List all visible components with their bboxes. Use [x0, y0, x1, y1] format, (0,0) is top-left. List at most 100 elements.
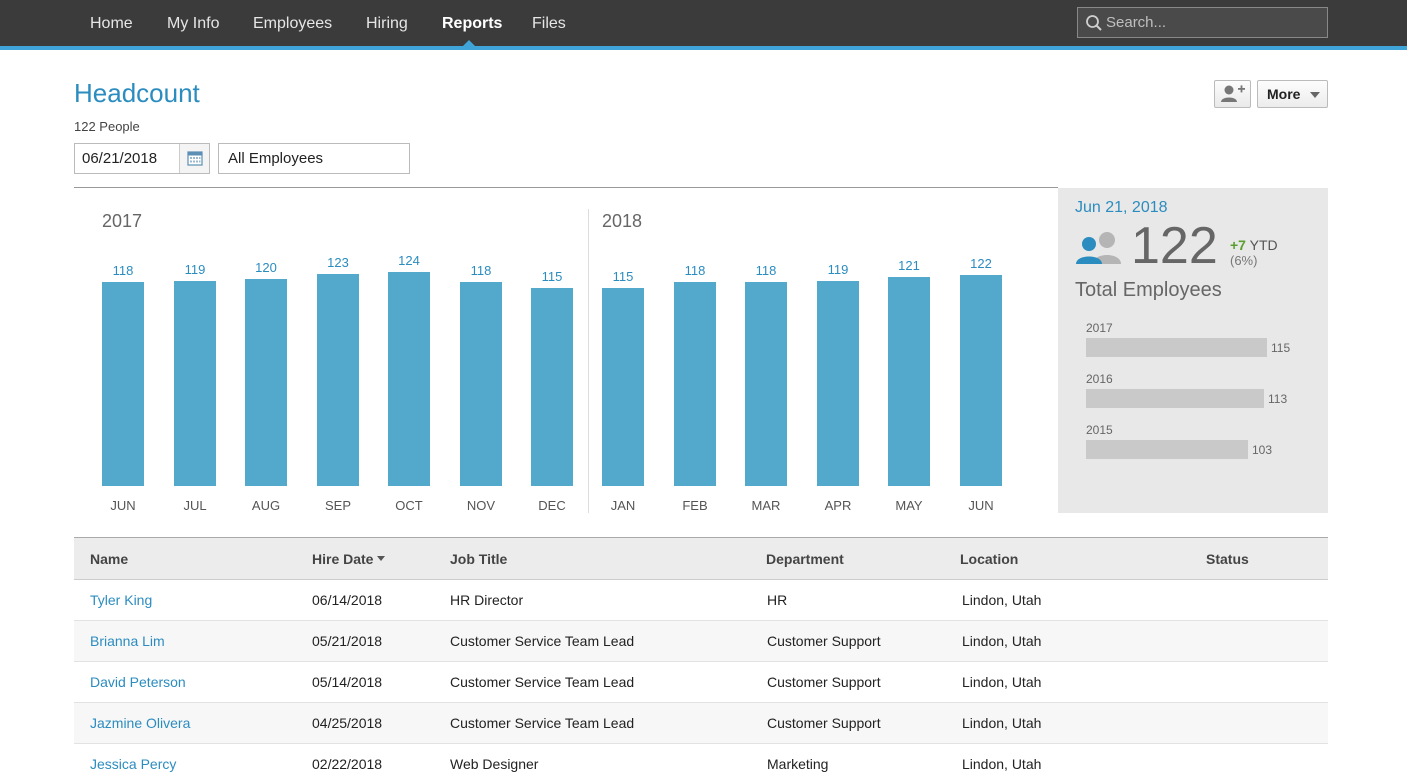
nav-files[interactable]: Files	[532, 15, 566, 32]
sort-desc-icon	[377, 556, 386, 561]
history-year-label: 2015	[1086, 423, 1113, 437]
history-bar-value: 115	[1271, 341, 1291, 355]
cell-department: Marketing	[767, 756, 829, 772]
bar-2017-jun[interactable]	[102, 282, 144, 486]
nav-accent-stripe	[0, 46, 1407, 50]
cell-hire-date: 04/25/2018	[312, 715, 383, 731]
bar-2017-aug[interactable]	[245, 279, 287, 486]
total-employees-label: Total Employees	[1075, 279, 1222, 301]
summary-panel: Jun 21, 2018 122 +7 YTD (6%) Total Emplo…	[1058, 188, 1328, 513]
search-icon	[1086, 15, 1102, 31]
col-department[interactable]: Department	[766, 551, 844, 567]
bar-value-label: 115	[541, 269, 563, 284]
month-tick-label: AUG	[251, 498, 281, 513]
summary-date: Jun 21, 2018	[1075, 199, 1168, 216]
bar-2018-feb[interactable]	[674, 282, 716, 486]
cell-job-title: Customer Service Team Lead	[450, 674, 635, 690]
bar-value-label: 119	[827, 262, 849, 277]
bar-value-label: 123	[327, 255, 349, 270]
add-employee-button[interactable]	[1214, 80, 1251, 108]
bar-value-label: 121	[898, 258, 920, 273]
ytd-change: +7 YTD	[1230, 237, 1278, 253]
month-tick-label: MAY	[895, 498, 923, 513]
cell-department: Customer Support	[767, 633, 881, 649]
calendar-button[interactable]	[179, 144, 209, 173]
history-bar-2017	[1086, 338, 1267, 357]
cell-name[interactable]: Jazmine Olivera	[90, 715, 191, 731]
month-tick-label: JUN	[110, 498, 136, 513]
table-row[interactable]: Tyler King 06/14/2018 HR Director HR Lindon,…	[74, 580, 1328, 621]
bar-value-label: 115	[612, 269, 634, 284]
cell-hire-date: 06/14/2018	[312, 592, 383, 608]
date-picker	[74, 143, 210, 174]
bar-2018-jan[interactable]	[602, 288, 644, 486]
bar-2017-oct[interactable]	[388, 272, 430, 486]
bar-2018-mar[interactable]	[745, 282, 787, 486]
cell-job-title: HR Director	[450, 592, 524, 608]
month-tick-label: NOV	[466, 498, 496, 513]
cell-hire-date: 05/14/2018	[312, 674, 383, 690]
nav-home[interactable]: Home	[90, 15, 133, 32]
bar-2017-nov[interactable]	[460, 282, 502, 486]
employee-filter-select[interactable]: All Employees	[218, 143, 410, 174]
more-button-label: More	[1267, 86, 1301, 102]
table-row[interactable]: David Peterson 05/14/2018 Customer Service…	[74, 662, 1328, 703]
top-nav: Home My Info Employees Hiring Reports Fi…	[0, 0, 1407, 46]
ytd-label: YTD	[1249, 237, 1278, 253]
table-row[interactable]: Jessica Percy 02/22/2018 Web Designer Marke…	[74, 744, 1328, 784]
add-person-icon	[1221, 85, 1245, 102]
cell-name[interactable]: David Peterson	[90, 674, 186, 690]
bar-2018-may[interactable]	[888, 277, 930, 486]
cell-name[interactable]: Brianna Lim	[90, 633, 165, 649]
nav-my-info[interactable]: My Info	[167, 15, 220, 32]
cell-name[interactable]: Jessica Percy	[90, 756, 177, 772]
month-tick-label: JAN	[610, 498, 636, 513]
bar-2017-jul[interactable]	[174, 281, 216, 486]
col-job-title[interactable]: Job Title	[450, 551, 508, 567]
history-bar-2015	[1086, 440, 1248, 459]
bar-value-label: 118	[684, 263, 706, 278]
col-name[interactable]: Name	[90, 551, 129, 567]
more-button[interactable]: More	[1257, 80, 1328, 108]
month-tick-label: APR	[824, 498, 852, 513]
bar-value-label: 124	[398, 253, 420, 268]
ytd-percent: (6%)	[1230, 253, 1258, 268]
cell-department: HR	[767, 592, 788, 608]
cell-job-title: Customer Service Team Lead	[450, 715, 635, 731]
caret-down-icon	[1310, 92, 1320, 98]
summary-total: 122	[1131, 217, 1218, 275]
history-bar-2016	[1086, 389, 1264, 408]
cell-location: Lindon, Utah	[962, 674, 1042, 690]
date-input[interactable]	[75, 144, 179, 173]
history-bar-value: 113	[1268, 392, 1288, 406]
bar-2017-sep[interactable]	[317, 274, 359, 486]
nav-employees[interactable]: Employees	[253, 15, 333, 32]
bar-value-label: 119	[184, 262, 206, 277]
bar-value-label: 120	[255, 260, 277, 275]
year-label-2017: 2017	[102, 211, 143, 231]
cell-job-title: Customer Service Team Lead	[450, 633, 635, 649]
bar-2017-dec[interactable]	[531, 288, 573, 486]
month-tick-label: DEC	[538, 498, 566, 513]
col-status[interactable]: Status	[1206, 551, 1249, 567]
search-box	[1077, 7, 1328, 38]
cell-name[interactable]: Tyler King	[90, 592, 153, 608]
bar-value-label: 122	[970, 256, 992, 271]
table-row[interactable]: Jazmine Olivera 04/25/2018 Customer Servic…	[74, 703, 1328, 744]
cell-department: Customer Support	[767, 715, 881, 731]
bar-2018-jun[interactable]	[960, 275, 1002, 486]
month-tick-label: SEP	[324, 498, 351, 513]
col-location[interactable]: Location	[960, 551, 1019, 567]
col-hire-date[interactable]: Hire Date	[312, 538, 386, 580]
search-input[interactable]	[1106, 8, 1324, 37]
month-tick-label: JUL	[183, 498, 207, 513]
bar-2018-apr[interactable]	[817, 281, 859, 486]
cell-job-title: Web Designer	[450, 756, 539, 772]
bar-value-label: 118	[755, 263, 777, 278]
nav-hiring[interactable]: Hiring	[366, 15, 408, 32]
year-label-2018: 2018	[602, 211, 643, 231]
cell-location: Lindon, Utah	[962, 633, 1042, 649]
cell-hire-date: 02/22/2018	[312, 756, 383, 772]
nav-reports[interactable]: Reports	[442, 15, 503, 32]
table-row[interactable]: Brianna Lim 05/21/2018 Customer Service Te…	[74, 621, 1328, 662]
